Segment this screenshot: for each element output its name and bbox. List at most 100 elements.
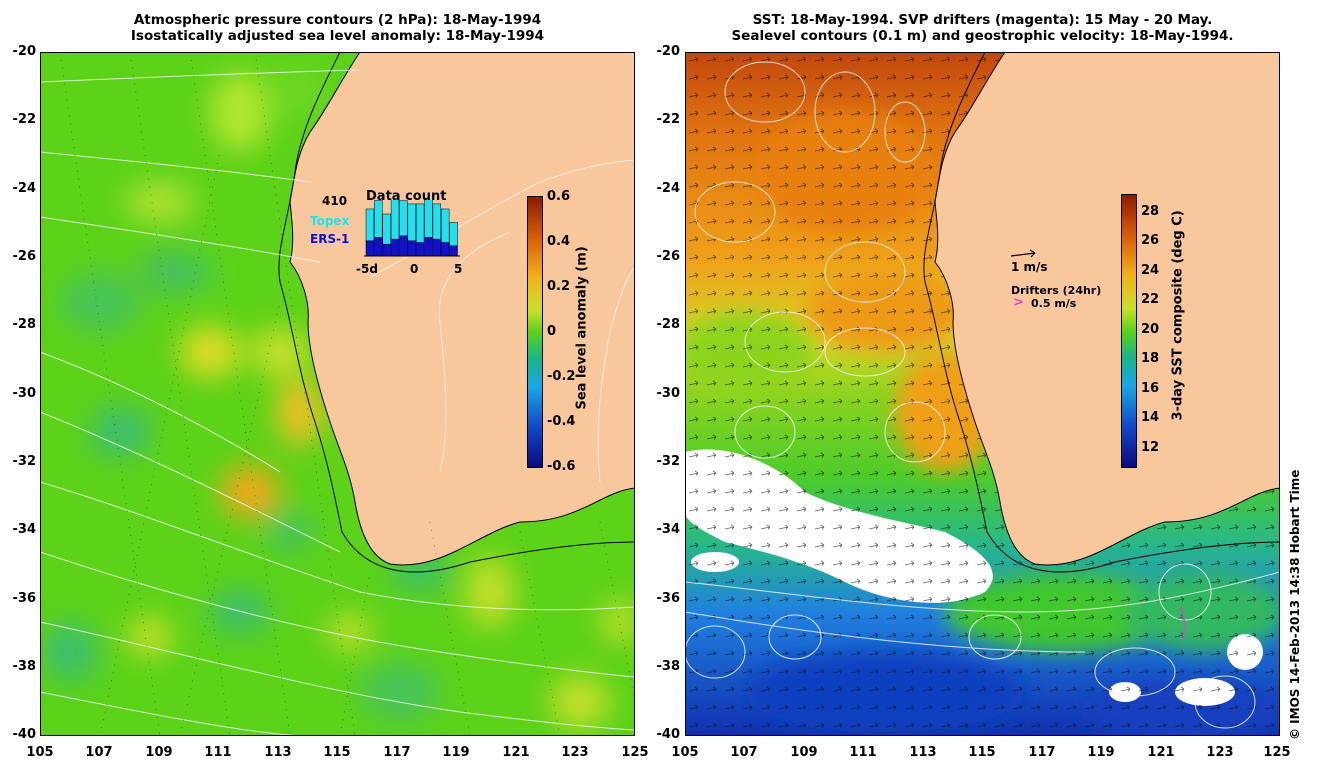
ers-count-bar — [415, 242, 425, 257]
left-lat-tick: -40 — [12, 727, 37, 742]
right-lat-tick: -28 — [656, 317, 681, 332]
left-lat-tick: -38 — [12, 659, 37, 674]
right-lat-tick: -34 — [656, 522, 681, 537]
left-colorbar — [527, 196, 543, 468]
left-colorbar-tick: 0.4 — [547, 234, 571, 249]
right-lon-tick: 119 — [1087, 745, 1115, 760]
left-lat-tick: -30 — [12, 386, 37, 401]
ers-count-bar — [441, 242, 450, 257]
left-lon-tick: 119 — [442, 745, 470, 760]
topex-count-bar — [424, 200, 433, 238]
topex-count-bar — [365, 208, 375, 242]
left-colorbar-label: Sea level anomaly (m) — [574, 246, 590, 410]
topex-count-bar — [449, 222, 458, 247]
left-colorbar-tick: 0.2 — [547, 279, 571, 294]
right-map-plot — [685, 52, 1280, 736]
right-colorbar — [1121, 194, 1137, 468]
right-map-title-line1: SST: 18-May-1994. SVP drifters (magenta)… — [752, 12, 1213, 28]
left-lon-tick: 117 — [383, 745, 411, 760]
left-lon-tick: 107 — [85, 745, 113, 760]
ers-count-bar — [407, 240, 416, 257]
left-map-title-line1: Atmospheric pressure contours (2 hPa): 1… — [133, 12, 542, 28]
left-lon-tick: 123 — [561, 745, 589, 760]
right-colorbar-tick: 20 — [1141, 322, 1160, 337]
left-colorbar-tick: -0.2 — [547, 369, 576, 384]
left-lon-tick: 115 — [323, 745, 351, 760]
ers-count-bar — [365, 240, 375, 257]
left-lat-tick: -20 — [12, 44, 37, 59]
data-count-histogram — [364, 200, 460, 257]
left-colorbar-tick: 0 — [547, 324, 557, 339]
drifter-arrow-icon: > — [1013, 295, 1024, 310]
left-colorbar-tick: 0.6 — [547, 189, 571, 204]
right-lon-tick: 123 — [1206, 745, 1234, 760]
right-lon-tick: 109 — [790, 745, 818, 760]
left-lon-tick: 109 — [145, 745, 173, 760]
topex-count-bar — [407, 203, 416, 242]
data-count-topex-label: Topex — [310, 214, 350, 228]
right-lat-tick: -24 — [656, 181, 681, 196]
data-count-x-tick: 0 — [410, 262, 419, 276]
data-count-ers-label: ERS-1 — [310, 232, 350, 246]
left-map-plot — [40, 52, 635, 736]
left-lat-tick: -34 — [12, 522, 37, 537]
data-count-total: 410 — [322, 194, 348, 208]
topex-count-bar — [399, 200, 408, 237]
left-lon-tick: 111 — [204, 745, 232, 760]
right-lat-tick: -26 — [656, 249, 681, 264]
right-colorbar-tick: 28 — [1141, 204, 1160, 219]
right-lat-tick: -36 — [656, 591, 681, 606]
right-colorbar-tick: 14 — [1141, 410, 1160, 425]
right-lon-tick: 107 — [730, 745, 758, 760]
right-lon-tick: 105 — [671, 745, 699, 760]
ers-count-bar — [432, 238, 442, 257]
left-lon-tick: 105 — [26, 745, 54, 760]
right-lon-tick: 115 — [968, 745, 996, 760]
left-lon-tick: 125 — [621, 745, 649, 760]
left-lat-tick: -28 — [12, 317, 37, 332]
topex-count-bar — [390, 200, 400, 240]
left-lat-tick: -24 — [12, 181, 37, 196]
right-lat-tick: -30 — [656, 386, 681, 401]
topex-count-bar — [441, 208, 450, 243]
ers-count-bar — [449, 245, 458, 257]
right-colorbar-tick: 16 — [1141, 381, 1160, 396]
right-lat-tick: -20 — [656, 44, 681, 59]
right-lat-tick: -32 — [656, 454, 681, 469]
right-colorbar-tick: 22 — [1141, 292, 1160, 307]
right-lat-tick: -40 — [656, 727, 681, 742]
right-lat-tick: -38 — [656, 659, 681, 674]
right-map-title-line2: Sealevel contours (0.1 m) and geostrophi… — [731, 28, 1234, 44]
ers-count-bar — [424, 237, 433, 257]
left-lat-tick: -22 — [12, 112, 37, 127]
left-colorbar-tick: -0.4 — [547, 414, 576, 429]
right-colorbar-tick: 12 — [1141, 440, 1160, 455]
topex-count-bar — [415, 203, 425, 243]
drifters-label: Drifters (24hr) — [1011, 284, 1102, 297]
ers-count-bar — [382, 243, 391, 257]
ers-count-bar — [374, 237, 383, 257]
topex-count-bar — [432, 203, 442, 240]
left-lon-tick: 113 — [264, 745, 292, 760]
drifter-speed-label: 0.5 m/s — [1031, 297, 1077, 310]
data-count-x-tick: -5d — [356, 262, 378, 276]
right-colorbar-tick: 26 — [1141, 233, 1160, 248]
right-lon-tick: 117 — [1028, 745, 1056, 760]
left-colorbar-tick: -0.6 — [547, 459, 576, 474]
topex-count-bar — [374, 200, 383, 238]
ers-count-bar — [390, 238, 400, 257]
left-lat-tick: -36 — [12, 591, 37, 606]
left-lat-tick: -26 — [12, 249, 37, 264]
right-lat-tick: -22 — [656, 112, 681, 127]
right-lon-tick: 121 — [1147, 745, 1175, 760]
credit-text: © IMOS 14-Feb-2013 14:38 Hobart Time — [1288, 469, 1302, 740]
right-lon-tick: 111 — [849, 745, 877, 760]
left-lat-tick: -32 — [12, 454, 37, 469]
right-colorbar-tick: 18 — [1141, 351, 1160, 366]
velocity-scale-label: 1 m/s — [1011, 260, 1048, 274]
velocity-scale-arrow — [1010, 249, 1036, 258]
ers-count-bar — [399, 235, 408, 257]
right-lon-tick: 113 — [909, 745, 937, 760]
right-colorbar-tick: 24 — [1141, 263, 1160, 278]
topex-count-bar — [382, 213, 391, 245]
